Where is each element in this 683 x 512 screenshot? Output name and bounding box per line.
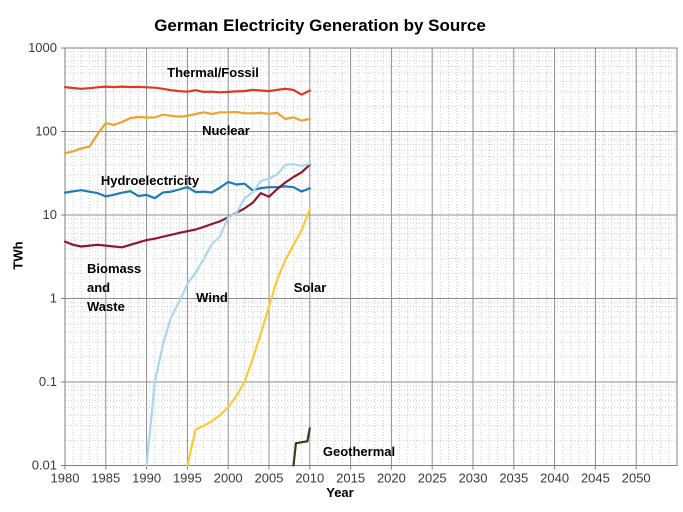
series-label-nuclear: Nuclear bbox=[202, 123, 250, 138]
x-tick-label: 1990 bbox=[132, 471, 161, 486]
y-tick-label: 100 bbox=[35, 124, 57, 139]
x-tick-label: 2035 bbox=[499, 471, 528, 486]
x-tick-label: 1980 bbox=[51, 471, 80, 486]
y-tick-label: 1000 bbox=[28, 40, 57, 55]
x-tick-label: 2025 bbox=[418, 471, 447, 486]
plot-border bbox=[64, 47, 678, 466]
series-line-hydroelectricity bbox=[63, 180, 311, 200]
series-line-nuclear bbox=[63, 110, 311, 155]
series-label-biomass-and-waste: Waste bbox=[87, 299, 125, 314]
x-axis-title: Year bbox=[326, 485, 354, 500]
series-line-wind bbox=[145, 162, 311, 467]
x-tick-label: 2045 bbox=[581, 471, 610, 486]
series-line-geothermal bbox=[292, 427, 311, 467]
series-label-thermal-fossil: Thermal/Fossil bbox=[167, 65, 259, 80]
y-tick-label: 10 bbox=[43, 207, 57, 222]
series-label-wind: Wind bbox=[196, 290, 228, 305]
x-tick-label: 1985 bbox=[91, 471, 120, 486]
series-label-biomass-and-waste: Biomass bbox=[87, 261, 141, 276]
series-line-thermal-fossil bbox=[63, 85, 311, 96]
series-line-solar bbox=[186, 208, 311, 467]
chart-title: German Electricity Generation by Source bbox=[154, 16, 486, 35]
series-label-geothermal: Geothermal bbox=[323, 444, 395, 459]
series-label-solar: Solar bbox=[294, 280, 327, 295]
series-label-hydroelectricity: Hydroelectricity bbox=[101, 173, 200, 188]
x-tick-label: 2020 bbox=[377, 471, 406, 486]
x-tick-label: 2005 bbox=[255, 471, 284, 486]
x-tick-label: 2010 bbox=[295, 471, 324, 486]
y-axis-title: TWh bbox=[10, 241, 26, 270]
y-tick-label: 1 bbox=[50, 291, 57, 306]
y-tick-label: 0.01 bbox=[32, 458, 57, 473]
series-line-biomass-and-waste bbox=[63, 163, 311, 249]
x-tick-label: 2000 bbox=[214, 471, 243, 486]
x-tick-label: 2050 bbox=[622, 471, 651, 486]
x-tick-label: 2030 bbox=[459, 471, 488, 486]
x-tick-label: 1995 bbox=[173, 471, 202, 486]
series-label-biomass-and-waste: and bbox=[87, 280, 110, 295]
y-tick-label: 0.1 bbox=[39, 374, 57, 389]
x-tick-label: 2015 bbox=[336, 471, 365, 486]
x-tick-label: 2040 bbox=[540, 471, 569, 486]
